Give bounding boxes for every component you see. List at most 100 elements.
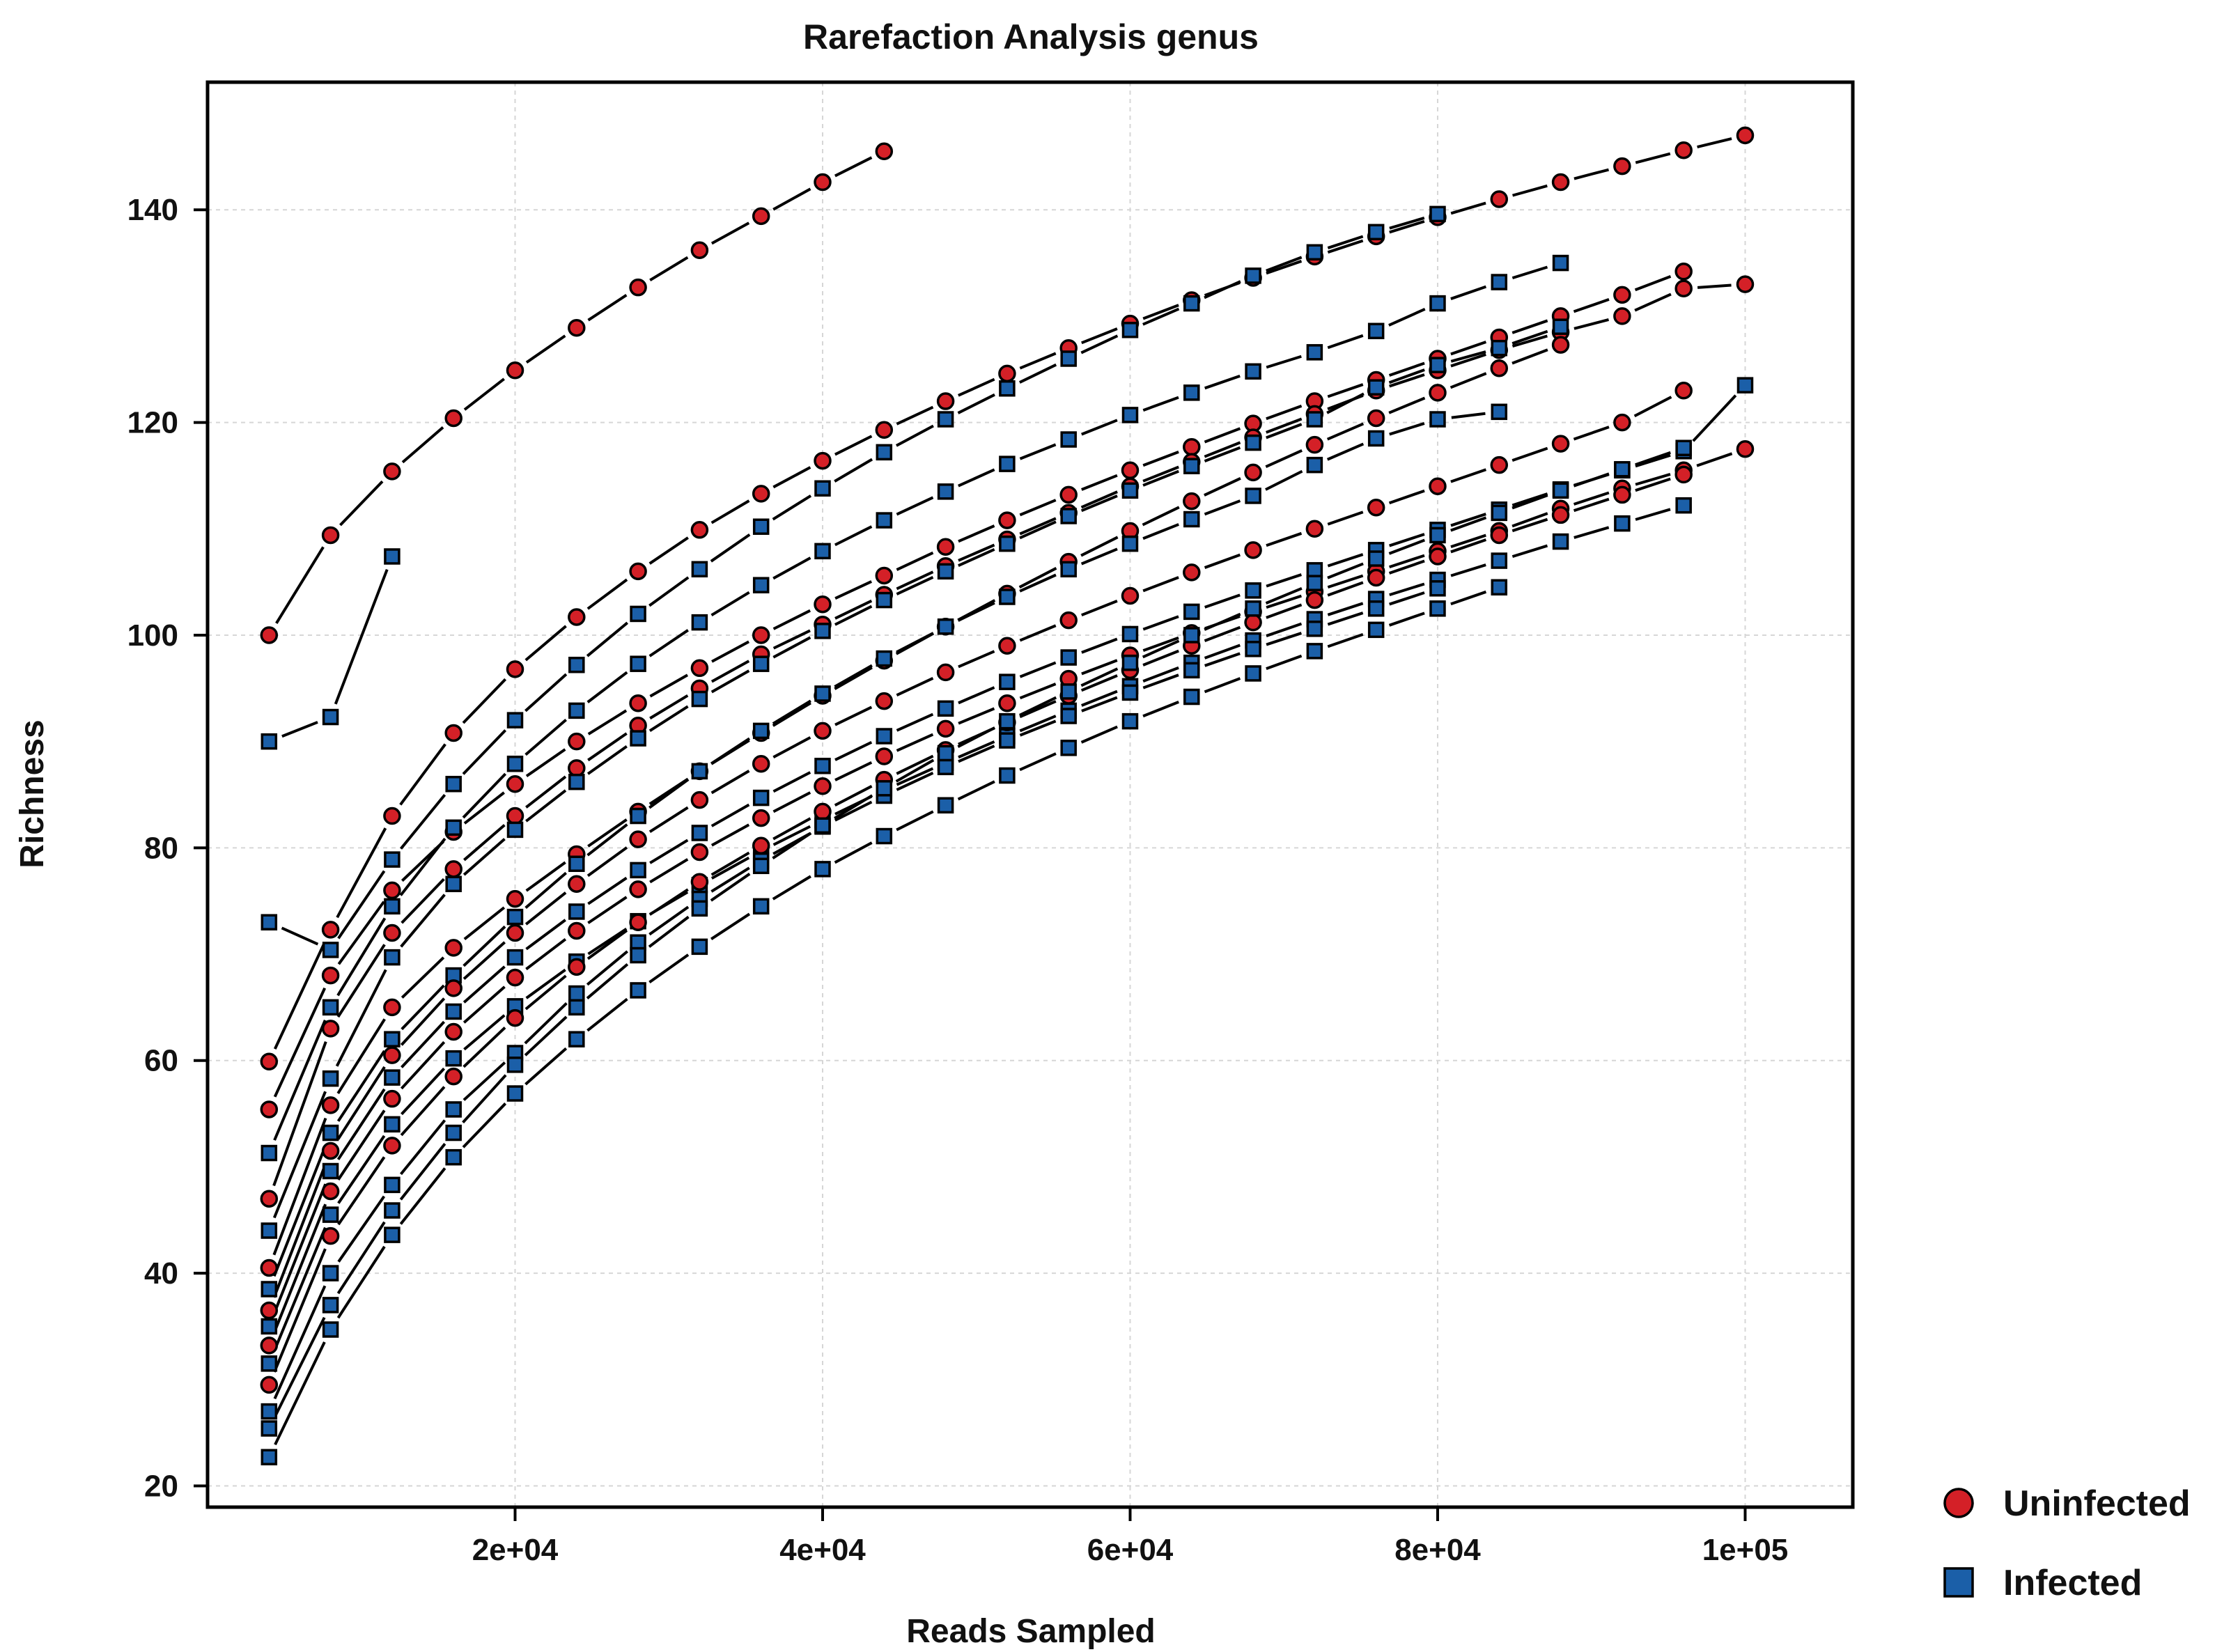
data-point-infected (1491, 339, 1508, 357)
series-segment (1142, 304, 1179, 320)
series-segment (772, 832, 812, 859)
data-point-infected (1429, 295, 1446, 312)
series-18 (274, 590, 1487, 1446)
data-point-uninfected (383, 806, 401, 825)
data-point-infected (999, 767, 1016, 784)
data-point-uninfected (1674, 279, 1693, 297)
series-segment (1265, 469, 1303, 491)
data-point-uninfected (752, 485, 770, 503)
data-point-infected (1367, 322, 1385, 340)
data-point-uninfected (875, 747, 894, 765)
series-segment (648, 888, 689, 916)
series-segment (649, 256, 689, 282)
data-point-uninfected (1551, 506, 1570, 524)
series-segment (834, 525, 873, 547)
data-point-uninfected (1674, 263, 1693, 281)
data-point-infected (445, 1003, 462, 1020)
series-segment (648, 905, 690, 936)
series-segment (710, 499, 750, 524)
series-segment (1266, 256, 1303, 272)
data-point-uninfected (814, 802, 832, 821)
series-segment (1692, 394, 1737, 442)
series-segment (337, 870, 386, 940)
data-point-infected (1367, 430, 1385, 447)
data-point-infected (568, 702, 585, 719)
data-point-uninfected (629, 694, 647, 712)
series-segment (1266, 654, 1303, 670)
data-point-infected (814, 685, 831, 702)
series-segment (586, 671, 628, 703)
series-segment (1635, 477, 1671, 492)
series-segment (772, 791, 811, 813)
series-segment (587, 293, 628, 322)
data-point-infected (261, 1318, 278, 1335)
data-point-infected (999, 732, 1016, 749)
series-segment (649, 839, 689, 864)
data-point-infected (322, 1124, 339, 1141)
data-point-infected (322, 1265, 339, 1281)
data-point-infected (1121, 654, 1139, 671)
data-point-uninfected (629, 880, 647, 898)
data-point-infected (876, 591, 893, 609)
data-point-uninfected (1551, 435, 1570, 453)
series-segment (337, 1195, 386, 1263)
data-point-uninfected (1059, 611, 1078, 630)
data-point-uninfected (998, 694, 1016, 712)
series-segment (1266, 354, 1302, 369)
series-segment (524, 1047, 568, 1086)
data-point-infected (999, 712, 1016, 730)
series-segment (1142, 649, 1179, 667)
series-segment (1204, 677, 1241, 694)
series-segment (1634, 275, 1672, 292)
data-point-uninfected (506, 361, 524, 380)
data-point-infected (814, 623, 831, 639)
series-segment (335, 969, 387, 1067)
y-axis-label: Richness (14, 719, 51, 868)
series-segment (587, 732, 628, 762)
data-point-uninfected (1490, 526, 1509, 545)
data-point-infected (1121, 407, 1139, 423)
series-segment (895, 758, 935, 783)
series-segment (958, 524, 995, 543)
data-point-uninfected (568, 318, 586, 337)
series-segment (463, 985, 506, 1024)
series-segment (1511, 494, 1548, 510)
series-segment (1573, 318, 1610, 330)
series-segment (336, 1050, 386, 1122)
series-segment (648, 806, 689, 834)
series-segment (400, 997, 446, 1046)
series-segment (1142, 615, 1179, 631)
series-4-points (261, 205, 1446, 958)
series-segment (525, 789, 567, 823)
series-segment (1511, 544, 1548, 559)
data-point-infected (1614, 515, 1631, 532)
series-segment (710, 221, 750, 245)
data-point-uninfected (1121, 461, 1140, 480)
data-point-infected (937, 745, 954, 762)
series-segment (896, 771, 934, 791)
data-point-infected (384, 898, 401, 915)
series-segment (1142, 469, 1179, 487)
series-segment (958, 745, 995, 763)
data-point-infected (384, 1069, 401, 1086)
data-point-uninfected (1244, 613, 1262, 632)
data-point-infected (568, 1031, 585, 1047)
data-point-infected (384, 1176, 401, 1194)
series-segment (958, 686, 995, 705)
data-point-infected (1245, 665, 1261, 682)
data-point-infected (876, 780, 893, 797)
series-segment (710, 770, 750, 795)
data-point-infected (999, 589, 1016, 605)
data-point-infected (1245, 600, 1261, 617)
data-point-uninfected (568, 732, 586, 751)
series-segment (462, 1074, 507, 1124)
series-segment (1450, 563, 1486, 577)
data-point-infected (568, 773, 585, 790)
series-segment (586, 823, 628, 857)
series-segment (273, 942, 326, 1050)
data-point-uninfected (1674, 382, 1693, 400)
data-point-uninfected (1305, 435, 1324, 454)
series-segment (463, 838, 506, 876)
data-point-uninfected (1551, 173, 1570, 192)
data-point-infected (1183, 511, 1200, 528)
